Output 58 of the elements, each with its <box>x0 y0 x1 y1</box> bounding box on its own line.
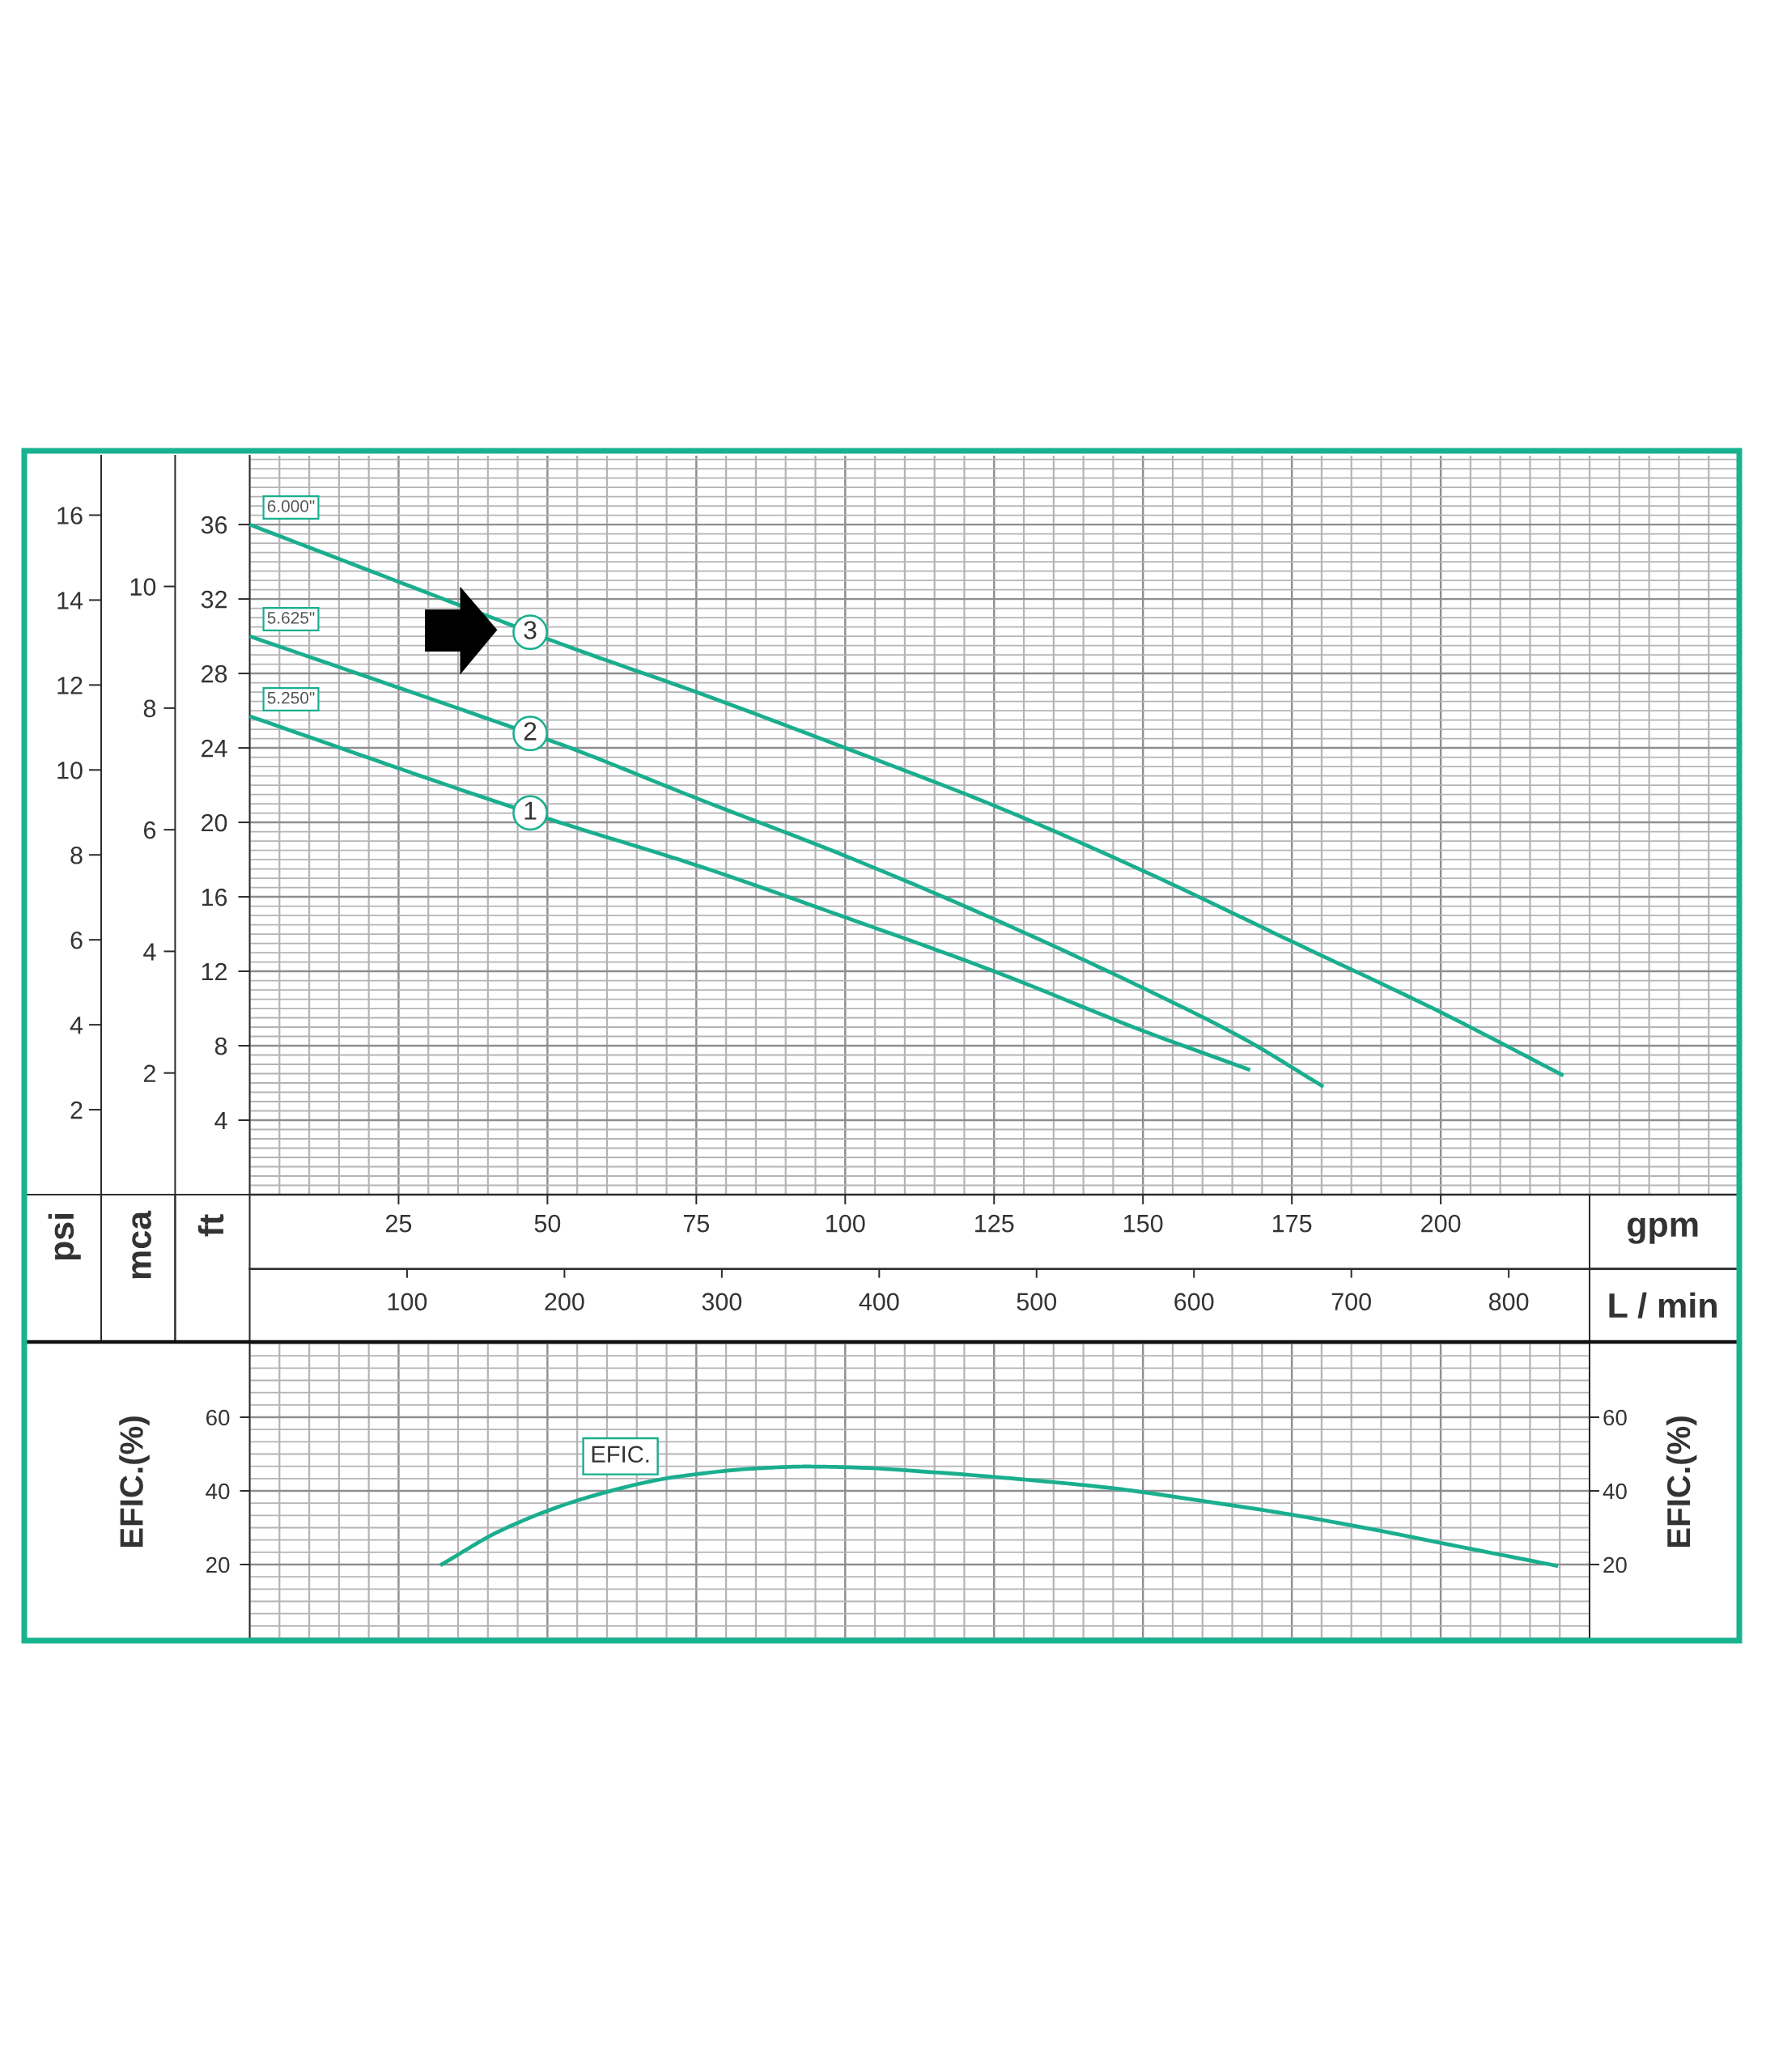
x-tick-label: 25 <box>386 1214 412 1233</box>
y2-tick-label: 40 <box>1603 1483 1627 1500</box>
y2-axis-title: mca <box>132 1210 151 1279</box>
x2-tick-label: 500 <box>1017 1293 1057 1311</box>
y-tick-label: 28 <box>202 664 227 683</box>
y-axis-title: EFIC.(%) <box>119 1416 150 1548</box>
y-tick-label: 4 <box>214 1112 227 1130</box>
x2-tick-label: 400 <box>859 1293 899 1311</box>
y2-axis-title: EFIC.(%) <box>1666 1416 1697 1548</box>
x-tick-label: 200 <box>1421 1214 1461 1233</box>
y3-axis-title: psi <box>48 1213 81 1260</box>
y2-tick-label: 8 <box>143 699 156 718</box>
x-tick-label: 150 <box>1124 1214 1163 1233</box>
x2-tick-label: 100 <box>388 1293 427 1311</box>
y3-tick-label: 6 <box>70 931 83 949</box>
y-tick-label: 16 <box>202 888 227 906</box>
annotation: 5.625" <box>267 611 315 624</box>
y3-tick-label: 2 <box>70 1101 83 1119</box>
x-tick-label: 50 <box>534 1214 561 1233</box>
y3-tick-label: 10 <box>57 762 83 779</box>
y-tick-label: 20 <box>202 813 227 832</box>
y3-tick-label: 14 <box>57 592 83 609</box>
y2-tick-label: 6 <box>143 821 156 839</box>
annotation: 5.250" <box>267 691 315 704</box>
series-label: 2 <box>524 722 537 741</box>
y-axis-title: ft <box>197 1214 224 1237</box>
x2-axis-title: L / min <box>1609 1292 1717 1318</box>
annotation: 6.000" <box>267 499 315 512</box>
y3-tick-label: 12 <box>57 677 83 694</box>
x2-tick-label: 800 <box>1488 1293 1529 1311</box>
y-tick-label: 8 <box>214 1037 227 1055</box>
series-label: 3 <box>524 621 537 639</box>
x2-tick-label: 200 <box>545 1293 584 1311</box>
y2-tick-label: 20 <box>1603 1556 1627 1573</box>
x2-tick-label: 700 <box>1331 1293 1371 1311</box>
y-tick-label: 36 <box>201 516 227 534</box>
y3-tick-label: 4 <box>70 1017 83 1034</box>
y2-tick-label: 10 <box>130 578 156 596</box>
y2-tick-label: 2 <box>143 1064 155 1082</box>
y2-tick-label: 60 <box>1603 1409 1627 1426</box>
x2-tick-label: 300 <box>702 1293 742 1311</box>
y-tick-label: 12 <box>202 962 227 981</box>
y-tick-label: 24 <box>202 739 227 758</box>
y3-tick-label: 8 <box>70 846 83 864</box>
y-tick-label: 20 <box>206 1556 230 1573</box>
series-label: EFIC. <box>592 1446 649 1463</box>
x-tick-label: 100 <box>826 1214 865 1233</box>
series-label: 1 <box>524 801 537 820</box>
y-tick-label: 60 <box>206 1409 230 1426</box>
y-tick-label: 32 <box>201 590 227 609</box>
y-tick-label: 40 <box>206 1483 230 1500</box>
x-tick-label: 175 <box>1272 1215 1312 1233</box>
y3-tick-label: 16 <box>57 507 83 524</box>
x-tick-label: 75 <box>683 1215 710 1233</box>
y2-tick-label: 4 <box>143 943 156 961</box>
x2-tick-label: 600 <box>1174 1293 1214 1311</box>
x-tick-label: 125 <box>975 1214 1014 1233</box>
x-axis-title: gpm <box>1627 1217 1698 1244</box>
